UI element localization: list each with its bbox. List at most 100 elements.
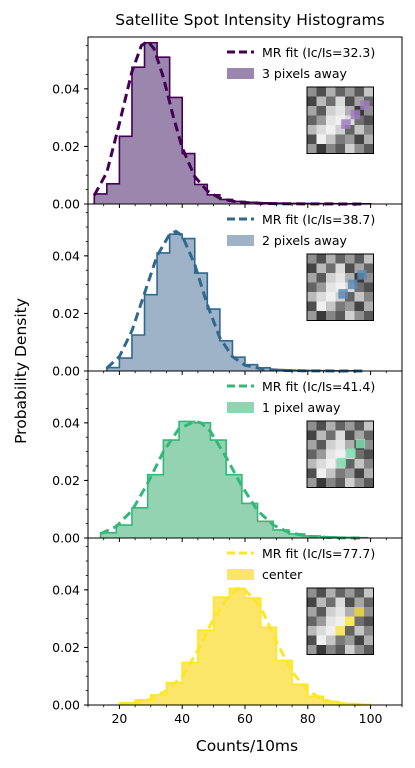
inset-pixel bbox=[307, 588, 317, 598]
inset-pixel bbox=[307, 254, 317, 264]
inset-pixel bbox=[307, 478, 317, 488]
inset-image bbox=[306, 420, 374, 488]
inset-pixel bbox=[345, 144, 355, 154]
inset-pixel bbox=[345, 273, 355, 283]
inset-pixel bbox=[364, 125, 374, 135]
inset-pixel bbox=[307, 311, 317, 321]
inset-pixel bbox=[335, 607, 346, 617]
inset-pixel bbox=[326, 254, 336, 264]
inset-pixel bbox=[335, 421, 346, 431]
histogram-bar bbox=[178, 421, 196, 539]
x-tick-label: 80 bbox=[300, 711, 316, 726]
inset-pixel bbox=[364, 87, 374, 97]
inset-pixel bbox=[354, 301, 365, 312]
inset-pixel bbox=[316, 144, 327, 154]
inset-pixel bbox=[364, 282, 374, 293]
inset-pixel bbox=[364, 626, 374, 636]
inset-pixel bbox=[326, 144, 336, 154]
inset-pixel bbox=[316, 311, 327, 321]
y-tick-label: 0.04 bbox=[52, 81, 80, 96]
inset-pixel bbox=[364, 597, 374, 608]
histogram-bar bbox=[94, 193, 108, 205]
inset-highlight-pixel bbox=[338, 289, 348, 299]
inset-pixel bbox=[354, 115, 365, 126]
inset-pixel bbox=[316, 263, 327, 274]
inset-pixel bbox=[326, 292, 336, 302]
inset-pixel bbox=[316, 626, 327, 636]
inset-border bbox=[306, 420, 374, 488]
histogram-bar bbox=[194, 272, 208, 372]
inset-pixel bbox=[364, 301, 374, 312]
inset-highlight-pixel bbox=[336, 457, 347, 468]
legend: MR fit (Ic/Is=77.7) center bbox=[227, 546, 375, 582]
inset-pixel bbox=[354, 597, 365, 608]
inset-pixel bbox=[335, 311, 346, 321]
inset-pixel bbox=[316, 430, 327, 441]
x-axis-label: Counts/10ms bbox=[196, 737, 298, 755]
inset-pixel bbox=[354, 430, 365, 441]
histogram-bar bbox=[156, 252, 170, 372]
y-tick-label: 0.04 bbox=[52, 415, 80, 430]
histogram-bar bbox=[116, 524, 133, 539]
inset-highlight-pixel bbox=[341, 119, 351, 129]
inset-pixel bbox=[307, 301, 317, 312]
inset-pixel bbox=[345, 263, 355, 274]
histogram-bar bbox=[244, 597, 261, 706]
legend-fit-label: MR fit (Ic/Is=32.3) bbox=[262, 45, 375, 60]
histogram-bar bbox=[144, 42, 158, 205]
inset-pixel bbox=[316, 616, 327, 627]
inset-highlight-pixel bbox=[360, 100, 370, 110]
inset-pixel bbox=[326, 263, 336, 274]
inset-pixel bbox=[316, 588, 327, 598]
inset-pixel bbox=[316, 478, 327, 488]
inset-pixel bbox=[345, 588, 355, 598]
inset-pixel bbox=[345, 459, 355, 469]
inset-pixel bbox=[326, 87, 336, 97]
inset-pixel bbox=[364, 478, 374, 488]
inset-pixel bbox=[326, 301, 336, 312]
x-tick-label: 20 bbox=[111, 711, 127, 726]
inset-pixel bbox=[345, 607, 355, 617]
y-tick-label: 0.04 bbox=[52, 582, 80, 597]
inset-pixel bbox=[364, 430, 374, 441]
histogram-bar bbox=[144, 294, 158, 372]
inset-pixel bbox=[335, 616, 346, 627]
inset-pixel bbox=[345, 421, 355, 431]
inset-highlight-pixel bbox=[355, 438, 366, 449]
inset-pixel bbox=[335, 468, 346, 479]
inset-pixel bbox=[307, 440, 317, 450]
inset-pixel bbox=[307, 134, 317, 145]
mr-fit-curve bbox=[99, 419, 365, 540]
legend-hist-swatch bbox=[227, 235, 254, 246]
panels: 0.00 0.02 0.04 MR fit (Ic/Is=32.3) 3 pixels … bbox=[52, 36, 403, 726]
inset-pixel bbox=[316, 273, 327, 283]
inset-pixel bbox=[345, 301, 355, 312]
legend-hist-label: 2 pixels away bbox=[262, 233, 348, 248]
inset-highlight-pixel bbox=[335, 626, 345, 636]
y-axis-label: Probability Density bbox=[12, 298, 30, 444]
inset-pixel bbox=[335, 635, 346, 646]
inset-pixel bbox=[364, 607, 374, 617]
inset-pixel bbox=[335, 144, 346, 154]
inset-pixel bbox=[307, 607, 317, 617]
inset-pixel bbox=[335, 301, 346, 312]
inset-pixel bbox=[335, 125, 346, 135]
inset-pixel bbox=[364, 254, 374, 264]
inset-pixel bbox=[307, 459, 317, 469]
legend-hist-label: center bbox=[262, 567, 303, 582]
inset-pixel bbox=[335, 597, 346, 608]
inset-pixel bbox=[354, 588, 365, 598]
inset-pixel bbox=[364, 421, 374, 431]
inset-highlight-pixel bbox=[347, 279, 358, 290]
inset-pixel bbox=[316, 96, 327, 107]
inset-pixel bbox=[316, 459, 327, 469]
inset-pixel bbox=[345, 311, 355, 321]
inset-pixel bbox=[326, 607, 336, 617]
inset-pixel bbox=[307, 282, 317, 293]
figure-title: Satellite Spot Intensity Histograms bbox=[115, 11, 384, 29]
histogram bbox=[94, 42, 371, 205]
histogram-bar bbox=[166, 682, 183, 706]
inset-pixel bbox=[307, 449, 317, 460]
legend: MR fit (Ic/Is=41.4) 1 pixel away bbox=[227, 379, 375, 415]
